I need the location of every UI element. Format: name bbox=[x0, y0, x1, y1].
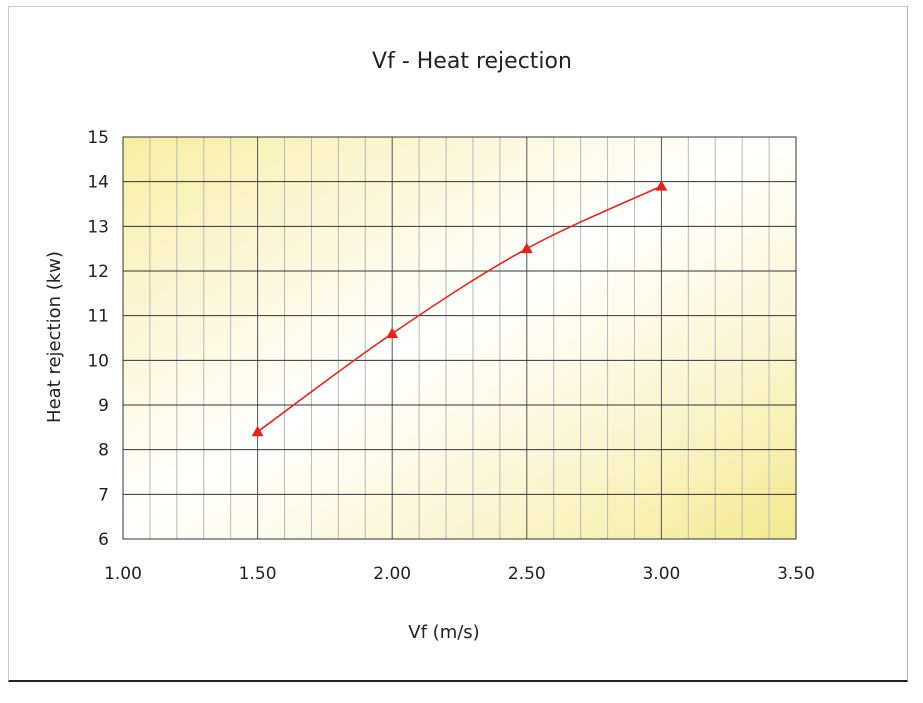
x-axis-ticks: 1.00 1.50 2.00 2.50 3.00 3.50 bbox=[104, 564, 815, 584]
x-axis-label: Vf (m/s) bbox=[408, 622, 479, 643]
y-axis-label: Heat rejection (kw) bbox=[44, 251, 65, 423]
series-markers bbox=[251, 180, 668, 437]
y-tick-label: 14 bbox=[87, 173, 109, 193]
chart-title: Vf - Heat rejection bbox=[372, 49, 572, 74]
data-point-marker bbox=[520, 242, 533, 254]
data-point-marker bbox=[655, 180, 668, 191]
y-tick-label: 10 bbox=[87, 351, 109, 371]
plot-area bbox=[123, 137, 796, 539]
y-tick-label: 15 bbox=[87, 128, 109, 148]
y-tick-label: 9 bbox=[98, 396, 109, 416]
y-tick-label: 12 bbox=[87, 262, 109, 282]
x-tick-label: 1.50 bbox=[239, 564, 277, 584]
y-tick-label: 11 bbox=[87, 307, 109, 327]
y-tick-label: 8 bbox=[98, 441, 109, 461]
series-line bbox=[257, 185, 662, 433]
x-tick-label: 2.50 bbox=[508, 564, 546, 584]
y-tick-label: 6 bbox=[98, 530, 109, 550]
plot-border bbox=[122, 136, 797, 540]
x-tick-label: 1.00 bbox=[104, 564, 142, 584]
y-tick-label: 13 bbox=[87, 217, 109, 237]
x-tick-label: 2.00 bbox=[373, 564, 411, 584]
y-tick-label: 7 bbox=[98, 485, 109, 505]
data-point-marker bbox=[251, 425, 264, 437]
data-point-marker bbox=[386, 327, 399, 339]
y-axis-ticks: 6 7 8 9 10 11 12 13 14 15 bbox=[87, 128, 109, 550]
minor-gridlines bbox=[149, 137, 770, 539]
x-tick-label: 3.50 bbox=[777, 564, 815, 584]
x-tick-label: 3.00 bbox=[642, 564, 680, 584]
